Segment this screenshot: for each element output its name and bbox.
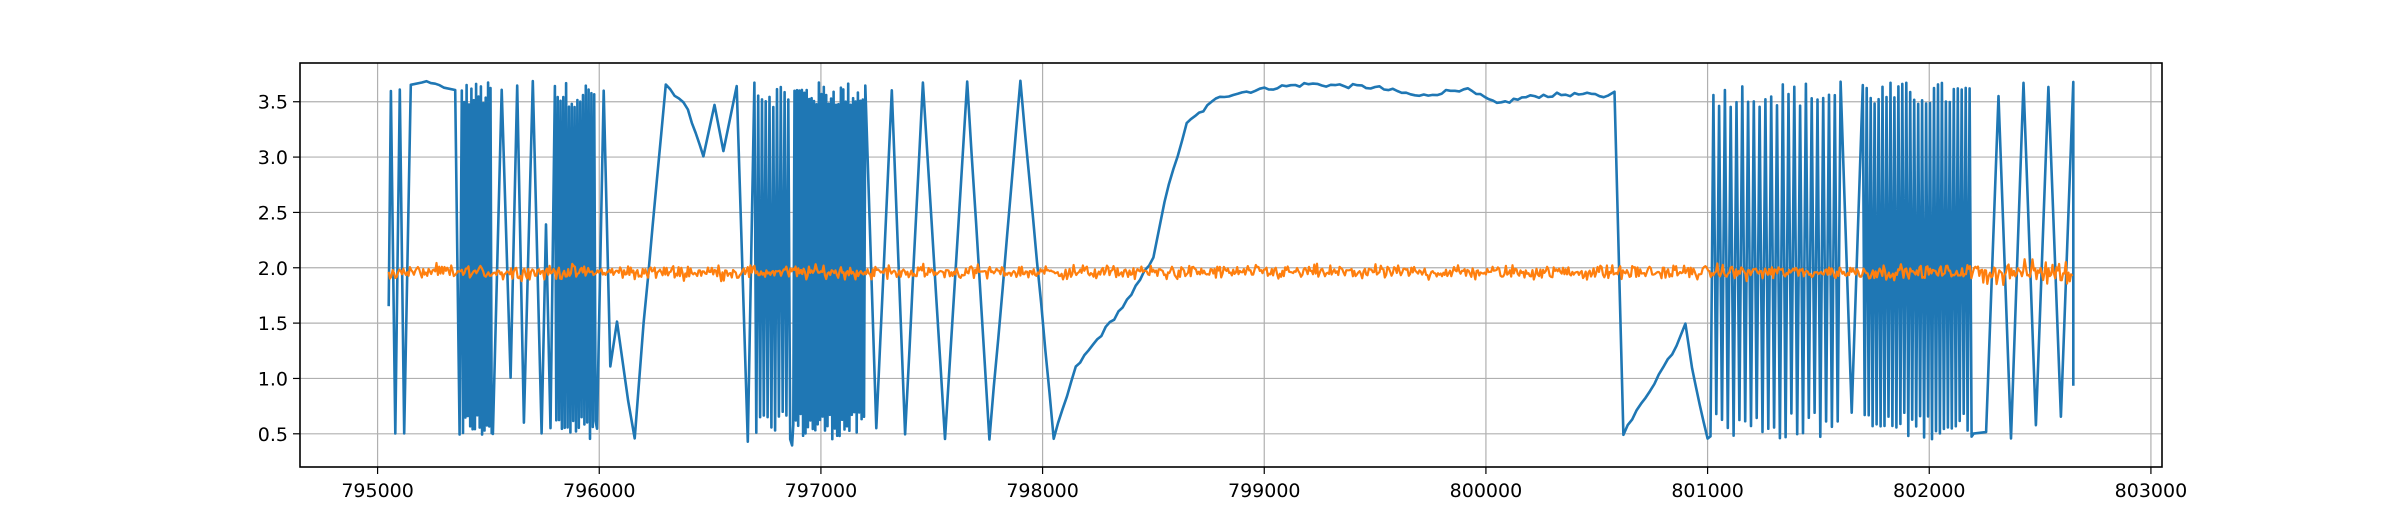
- y-tick-label: 1.5: [258, 313, 288, 335]
- y-tick-label: 2.5: [258, 202, 288, 224]
- x-tick-label: 800000: [1450, 480, 1523, 502]
- y-tick-label: 1.0: [258, 368, 288, 390]
- y-tick-label: 3.0: [258, 147, 288, 169]
- x-tick-label: 797000: [785, 480, 858, 502]
- x-tick-label: 798000: [1006, 480, 1079, 502]
- x-tick-label: 796000: [563, 480, 636, 502]
- axis-ticks: 795000 796000 797000 798000 799000 800000 8010…: [258, 92, 2187, 502]
- y-tick-label: 0.5: [258, 424, 288, 446]
- x-tick-label: 801000: [1671, 480, 1744, 502]
- y-tick-label: 2.0: [258, 258, 288, 280]
- series-line-orange: [387, 258, 2074, 286]
- x-tick-label: 803000: [2115, 480, 2188, 502]
- axes-frame: [299, 62, 2163, 468]
- x-tick-label: 795000: [341, 480, 414, 502]
- x-tick-label: 799000: [1228, 480, 1301, 502]
- plot-series: [387, 79, 2075, 447]
- y-tick-label: 3.5: [258, 92, 288, 114]
- x-tick-label: 802000: [1893, 480, 1966, 502]
